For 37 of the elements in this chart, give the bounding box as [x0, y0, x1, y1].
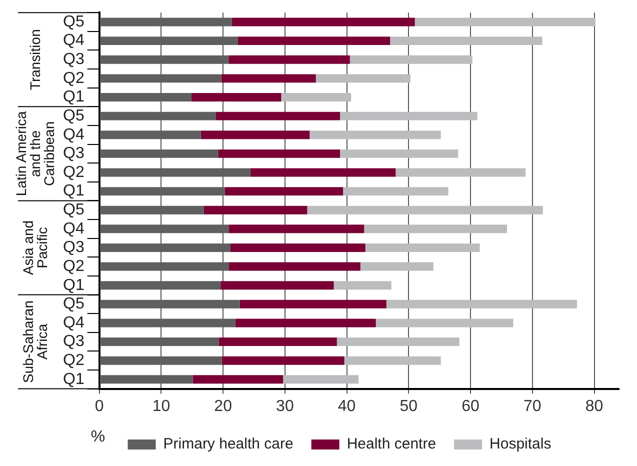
y-tick-label: Q5 [63, 296, 84, 313]
y-tick-label: Q3 [63, 51, 84, 68]
x-tick-label: 30 [276, 398, 294, 415]
y-tick-label: Q2 [63, 70, 84, 87]
text: Transition [26, 29, 43, 90]
x-tick-label: 60 [462, 398, 480, 415]
text: Asia and Pacific [20, 220, 50, 275]
x-tick-label: 10 [152, 398, 170, 415]
y-tick-label: Q4 [63, 314, 84, 332]
y-tick-label: Q4 [63, 220, 84, 238]
y-tick-label: Q1 [63, 182, 84, 200]
legend-label: Primary health care [163, 436, 294, 453]
x-axis-title: % [90, 428, 106, 446]
x-tick-label: 40 [338, 398, 356, 415]
y-tick-label: Q3 [63, 333, 84, 350]
x-tick-label: 70 [523, 398, 542, 415]
legend-label: Health centre [346, 436, 436, 453]
y-tick-label: Q5 [63, 13, 84, 30]
x-tick-label: 0 [94, 398, 104, 415]
y-tick-label: Q1 [63, 370, 84, 388]
y-tick-label: Q2 [63, 258, 84, 275]
y-tick-label: Q1 [63, 276, 84, 294]
text: Sub-Saharan Africa [20, 300, 50, 384]
legend-label: Hospitals [490, 436, 552, 453]
y-tick-label: Q3 [63, 145, 84, 162]
x-tick-label: 50 [400, 398, 418, 415]
y-tick-label: Q3 [63, 239, 84, 256]
x-tick-label: 20 [214, 398, 232, 415]
y-tick-label: Q5 [63, 107, 84, 124]
text: Latin America and the Caribbean [12, 111, 57, 196]
x-tick-label: 80 [585, 398, 604, 415]
y-tick-label: Q2 [63, 352, 84, 369]
y-tick-label: Q2 [63, 164, 84, 181]
y-tick-label: Q4 [63, 32, 84, 50]
y-tick-label: Q1 [63, 88, 84, 106]
y-tick-label: Q5 [63, 202, 84, 219]
y-tick-label: Q4 [63, 126, 84, 144]
